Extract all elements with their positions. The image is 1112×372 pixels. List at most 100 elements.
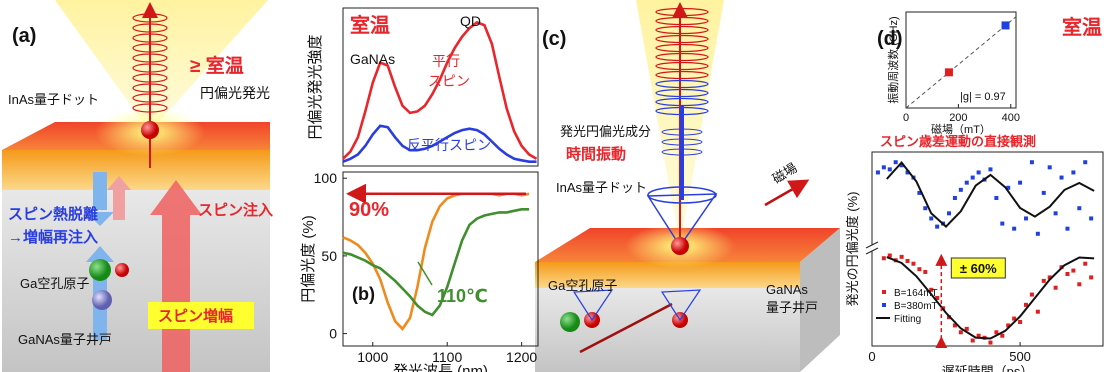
panel-label: (b) [352, 284, 375, 304]
x-tick-label: 0 [868, 349, 875, 364]
vacancy [89, 259, 111, 281]
annotation: 反平行スピン [407, 137, 491, 153]
y-axis-label: 円偏光度 (%) [300, 215, 317, 303]
point [947, 211, 951, 215]
label: InAs量子ドット [556, 180, 647, 195]
electron [92, 290, 112, 310]
point [923, 206, 927, 210]
x-tick-label: 1000 [357, 349, 388, 365]
point [1018, 181, 1022, 185]
legend-label: B=380mT [894, 301, 938, 312]
point [977, 170, 981, 174]
point [935, 225, 939, 229]
annotation: GaNAs [350, 51, 395, 67]
y-axis-label: 円偏光発光強度 [307, 34, 324, 139]
panel-label: (d) [877, 28, 903, 50]
point [1024, 216, 1028, 220]
point [1030, 160, 1034, 164]
spin [115, 263, 129, 277]
point [1036, 232, 1040, 236]
x-tick-label: 1200 [506, 349, 537, 365]
label: Ga空孔原子 [20, 276, 89, 291]
point [906, 259, 910, 263]
point [1042, 191, 1046, 195]
point [988, 341, 992, 345]
x-axis-label: 遅延時間（ps） [942, 364, 1034, 372]
legend-label: Fitting [894, 314, 921, 325]
annotation: スピン [428, 73, 470, 89]
point [1012, 227, 1016, 231]
pink-arrow [113, 190, 125, 220]
point [1000, 334, 1004, 338]
annotation: 平行 [432, 53, 460, 69]
x-tick-label: 400 [1002, 112, 1020, 124]
label: GaNAs量子井戸 [18, 332, 112, 347]
point [1042, 279, 1046, 283]
x-tick-label: 500 [1009, 349, 1031, 364]
label: ≥ 室温 [190, 54, 244, 77]
x-tick-label: 200 [949, 112, 967, 124]
point [971, 176, 975, 180]
point [1002, 21, 1010, 29]
blue-arrow [93, 172, 107, 210]
label: →増幅再注入 [8, 228, 98, 246]
point [945, 68, 953, 76]
label: 磁場 [770, 160, 800, 187]
point [882, 165, 886, 169]
point [1048, 165, 1052, 169]
field-arrow [765, 182, 805, 205]
point [1071, 170, 1075, 174]
y-tick-label: 0 [329, 326, 337, 342]
point [1036, 310, 1040, 314]
label: スピン熱脱離 [8, 205, 98, 223]
point [953, 196, 957, 200]
point [1089, 275, 1093, 279]
point [1077, 282, 1081, 286]
point [1000, 222, 1004, 226]
y-tick-label: 50 [321, 248, 337, 264]
label: Ga空孔原子 [548, 278, 617, 293]
point [1065, 272, 1069, 276]
y-tick-label: 100 [314, 170, 338, 186]
label: 量子井戸 [766, 300, 818, 315]
x-tick-label: 0 [903, 112, 909, 124]
vacancy [560, 312, 580, 332]
illustrations [2, 0, 840, 372]
label: 時間振動 [566, 145, 626, 163]
label: GaNAs [766, 282, 808, 297]
legend-label: B=164mT [894, 288, 938, 299]
label: スピン注入 [198, 201, 273, 219]
point [965, 181, 969, 185]
point [917, 267, 921, 271]
point [1060, 176, 1064, 180]
point [1077, 206, 1081, 210]
point [1071, 269, 1075, 273]
annotation: 室温 [350, 13, 390, 37]
annotation: |g| = 0.97 [960, 91, 1006, 103]
point [1018, 320, 1022, 324]
point [1054, 211, 1058, 215]
point [959, 188, 963, 192]
point [1089, 216, 1093, 220]
point [911, 262, 915, 266]
point [1083, 262, 1087, 266]
dot-spin [141, 121, 159, 139]
dot-spin [671, 237, 689, 255]
point [1065, 227, 1069, 231]
amplitude-label: ± 60% [960, 261, 997, 276]
y-axis-label: 発光の円偏光度 (%) [845, 192, 860, 307]
point [1083, 160, 1087, 164]
x-axis-label: 発光波長 (nm) [393, 363, 488, 372]
point [988, 167, 992, 171]
label: 室温 [1062, 15, 1102, 39]
point [882, 256, 886, 260]
label: InAs量子ドット [8, 92, 99, 107]
panel-label: (c) [542, 28, 566, 50]
point [888, 167, 892, 171]
point [1030, 293, 1034, 297]
point [929, 216, 933, 220]
point [900, 255, 904, 259]
point [959, 330, 963, 334]
annotation: QD [460, 13, 481, 29]
annotation: 110℃ [437, 286, 488, 306]
